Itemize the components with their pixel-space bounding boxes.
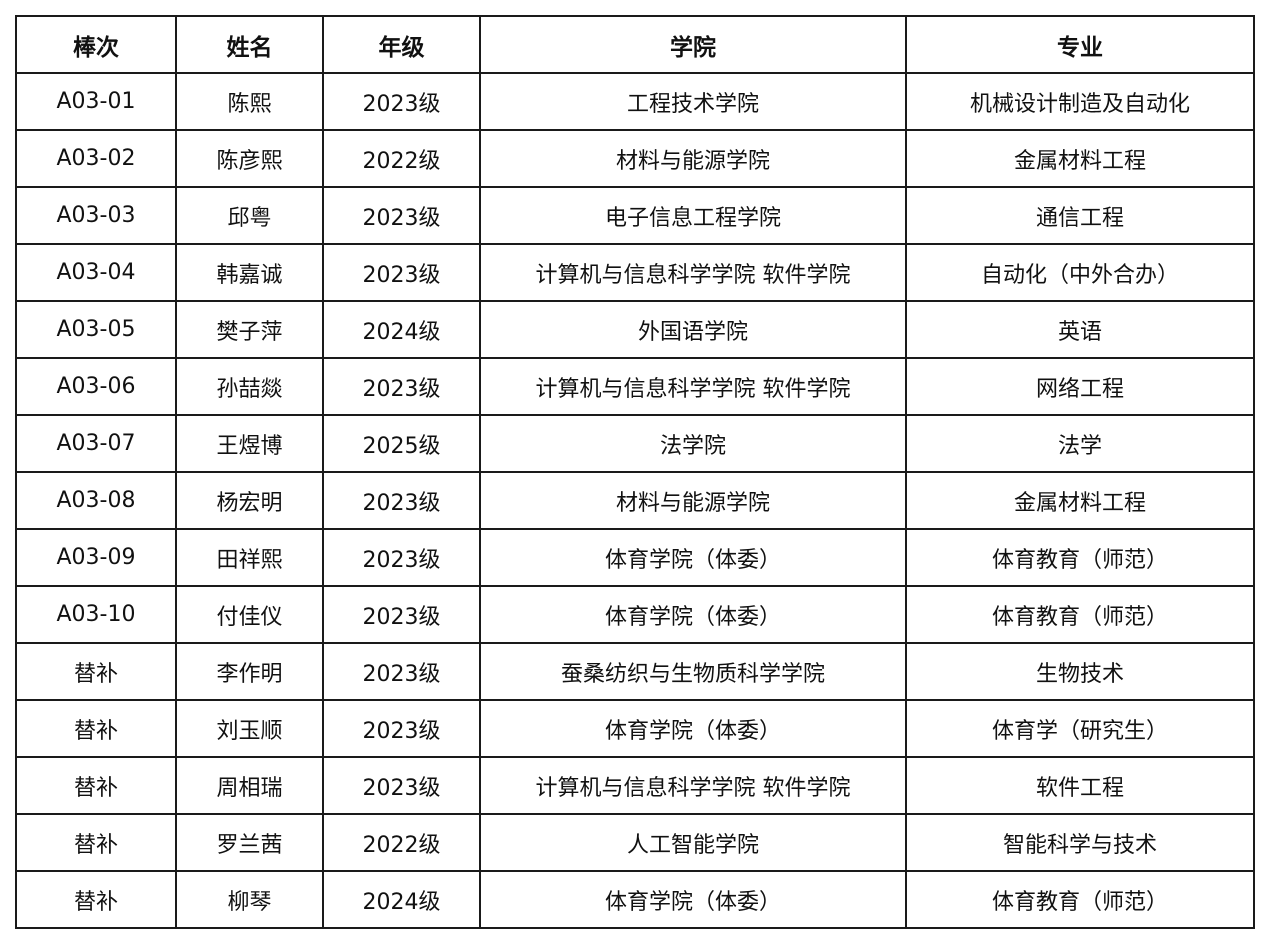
college-cell: 电子信息工程学院 (479, 186, 907, 245)
major-cell: 法学 (905, 414, 1255, 473)
order-cell: 替补 (15, 870, 177, 929)
order-cell: A03-10 (15, 585, 177, 644)
name-cell: 李作明 (175, 642, 324, 701)
name-cell: 陈彦熙 (175, 129, 324, 188)
college-cell: 外国语学院 (479, 300, 907, 359)
name-cell: 柳琴 (175, 870, 324, 929)
order-cell: 替补 (15, 813, 177, 872)
order-cell: A03-02 (15, 129, 177, 188)
order-cell: A03-08 (15, 471, 177, 530)
order-cell: A03-07 (15, 414, 177, 473)
table-row: A03-07 王煜博 2025级 法学院 法学 (15, 414, 1255, 473)
major-cell: 英语 (905, 300, 1255, 359)
grade-cell: 2023级 (322, 585, 481, 644)
major-cell: 机械设计制造及自动化 (905, 72, 1255, 131)
order-cell: A03-09 (15, 528, 177, 587)
table-row: A03-03 邱粤 2023级 电子信息工程学院 通信工程 (15, 186, 1255, 245)
major-cell: 生物技术 (905, 642, 1255, 701)
grade-cell: 2023级 (322, 471, 481, 530)
name-cell: 杨宏明 (175, 471, 324, 530)
order-cell: 替补 (15, 642, 177, 701)
header-grade: 年级 (322, 15, 481, 74)
name-cell: 付佳仪 (175, 585, 324, 644)
grade-cell: 2022级 (322, 129, 481, 188)
table-row: A03-05 樊子萍 2024级 外国语学院 英语 (15, 300, 1255, 359)
table-row: 替补 周相瑞 2023级 计算机与信息科学学院 软件学院 软件工程 (15, 756, 1255, 815)
grade-cell: 2024级 (322, 300, 481, 359)
header-name: 姓名 (175, 15, 324, 74)
major-cell: 自动化（中外合办） (905, 243, 1255, 302)
table-row: A03-04 韩嘉诚 2023级 计算机与信息科学学院 软件学院 自动化（中外合办） (15, 243, 1255, 302)
major-cell: 金属材料工程 (905, 129, 1255, 188)
order-cell: A03-03 (15, 186, 177, 245)
college-cell: 法学院 (479, 414, 907, 473)
grade-cell: 2025级 (322, 414, 481, 473)
college-cell: 人工智能学院 (479, 813, 907, 872)
name-cell: 刘玉顺 (175, 699, 324, 758)
table-row: 替补 罗兰茜 2022级 人工智能学院 智能科学与技术 (15, 813, 1255, 872)
header-order: 棒次 (15, 15, 177, 74)
college-cell: 材料与能源学院 (479, 471, 907, 530)
grade-cell: 2022级 (322, 813, 481, 872)
table-row: A03-01 陈熙 2023级 工程技术学院 机械设计制造及自动化 (15, 72, 1255, 131)
grade-cell: 2023级 (322, 357, 481, 416)
grade-cell: 2023级 (322, 528, 481, 587)
grade-cell: 2023级 (322, 243, 481, 302)
college-cell: 体育学院（体委） (479, 528, 907, 587)
name-cell: 陈熙 (175, 72, 324, 131)
major-cell: 体育教育（师范） (905, 585, 1255, 644)
college-cell: 工程技术学院 (479, 72, 907, 131)
table-row: 替补 刘玉顺 2023级 体育学院（体委） 体育学（研究生） (15, 699, 1255, 758)
table-row: A03-10 付佳仪 2023级 体育学院（体委） 体育教育（师范） (15, 585, 1255, 644)
grade-cell: 2023级 (322, 72, 481, 131)
grade-cell: 2023级 (322, 642, 481, 701)
name-cell: 邱粤 (175, 186, 324, 245)
table-row: A03-02 陈彦熙 2022级 材料与能源学院 金属材料工程 (15, 129, 1255, 188)
college-cell: 计算机与信息科学学院 软件学院 (479, 243, 907, 302)
college-cell: 计算机与信息科学学院 软件学院 (479, 756, 907, 815)
order-cell: A03-01 (15, 72, 177, 131)
major-cell: 体育教育（师范） (905, 528, 1255, 587)
major-cell: 体育教育（师范） (905, 870, 1255, 929)
roster-table: 棒次 姓名 年级 学院 专业 A03-01 陈熙 2023级 工程技术学院 机械设计制造… (15, 15, 1255, 929)
table-row: A03-08 杨宏明 2023级 材料与能源学院 金属材料工程 (15, 471, 1255, 530)
college-cell: 体育学院（体委） (479, 699, 907, 758)
header-college: 学院 (479, 15, 907, 74)
table-row: A03-09 田祥熙 2023级 体育学院（体委） 体育教育（师范） (15, 528, 1255, 587)
college-cell: 体育学院（体委） (479, 585, 907, 644)
name-cell: 樊子萍 (175, 300, 324, 359)
grade-cell: 2023级 (322, 756, 481, 815)
header-major: 专业 (905, 15, 1255, 74)
major-cell: 体育学（研究生） (905, 699, 1255, 758)
order-cell: A03-04 (15, 243, 177, 302)
name-cell: 孙喆燚 (175, 357, 324, 416)
grade-cell: 2023级 (322, 186, 481, 245)
major-cell: 通信工程 (905, 186, 1255, 245)
table-row: 替补 柳琴 2024级 体育学院（体委） 体育教育（师范） (15, 870, 1255, 929)
order-cell: 替补 (15, 699, 177, 758)
major-cell: 网络工程 (905, 357, 1255, 416)
name-cell: 韩嘉诚 (175, 243, 324, 302)
order-cell: A03-06 (15, 357, 177, 416)
header-row: 棒次 姓名 年级 学院 专业 (15, 15, 1255, 74)
major-cell: 智能科学与技术 (905, 813, 1255, 872)
major-cell: 金属材料工程 (905, 471, 1255, 530)
college-cell: 蚕桑纺织与生物质科学学院 (479, 642, 907, 701)
order-cell: A03-05 (15, 300, 177, 359)
college-cell: 体育学院（体委） (479, 870, 907, 929)
order-cell: 替补 (15, 756, 177, 815)
name-cell: 罗兰茜 (175, 813, 324, 872)
grade-cell: 2024级 (322, 870, 481, 929)
name-cell: 王煜博 (175, 414, 324, 473)
name-cell: 周相瑞 (175, 756, 324, 815)
college-cell: 材料与能源学院 (479, 129, 907, 188)
grade-cell: 2023级 (322, 699, 481, 758)
table-row: 替补 李作明 2023级 蚕桑纺织与生物质科学学院 生物技术 (15, 642, 1255, 701)
major-cell: 软件工程 (905, 756, 1255, 815)
table-row: A03-06 孙喆燚 2023级 计算机与信息科学学院 软件学院 网络工程 (15, 357, 1255, 416)
name-cell: 田祥熙 (175, 528, 324, 587)
college-cell: 计算机与信息科学学院 软件学院 (479, 357, 907, 416)
